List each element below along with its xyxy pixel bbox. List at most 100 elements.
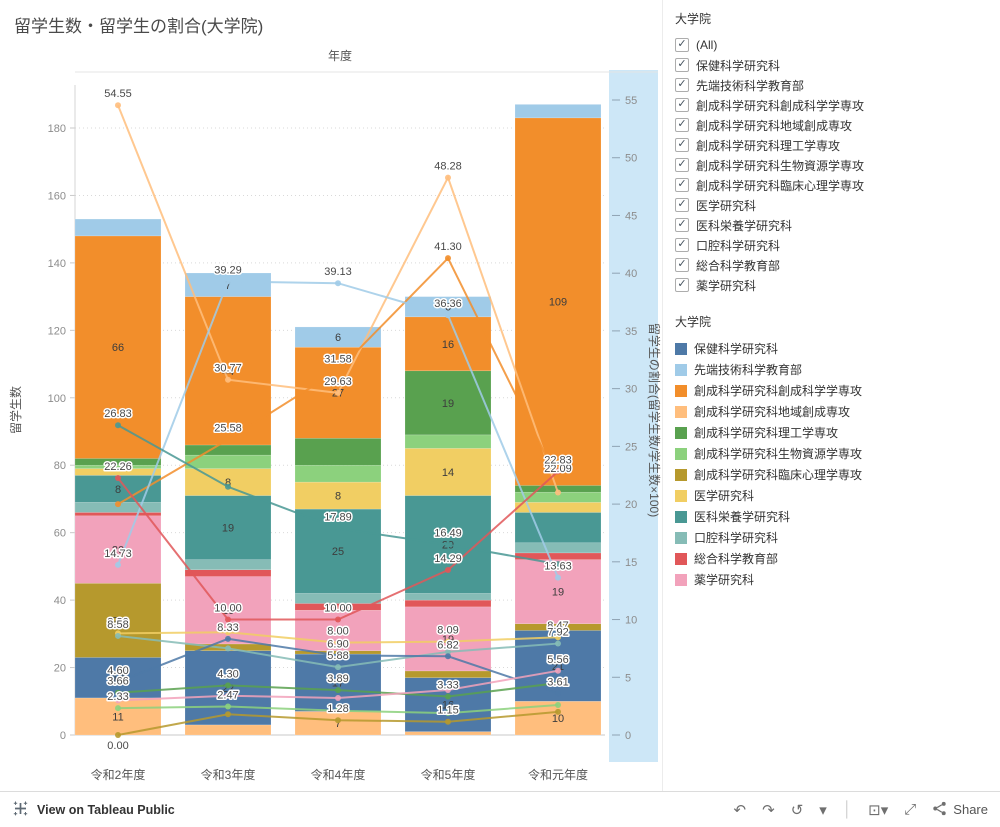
line-marker[interactable] [225,645,231,652]
line-marker[interactable] [445,693,451,700]
line-marker[interactable] [115,705,121,712]
line-marker[interactable] [335,525,341,532]
bar-segment[interactable] [404,448,492,496]
filter-item[interactable]: ✓ 先端技術科学教育部 [675,75,992,95]
line-marker[interactable] [225,483,231,490]
legend-item[interactable]: 創成科学研究科地域創成専攻 [675,401,992,422]
line-marker[interactable] [555,489,561,496]
bar-segment[interactable] [294,464,382,483]
legend-item[interactable]: 創成科学研究科臨床心理学専攻 [675,464,992,485]
legend-item[interactable]: 医科栄養学研究科 [675,506,992,527]
line-marker[interactable] [115,474,121,481]
line-marker[interactable] [115,697,121,704]
bar-segment[interactable] [404,670,492,678]
bar-segment[interactable] [184,468,272,496]
fullscreen-icon[interactable]: ⤢ [904,801,917,818]
line-marker[interactable] [445,541,451,548]
checkbox-checked-icon[interactable]: ✓ [675,258,689,272]
line-marker[interactable] [555,701,561,708]
checkbox-checked-icon[interactable]: ✓ [675,58,689,72]
checkbox-checked-icon[interactable]: ✓ [675,78,689,92]
line-marker[interactable] [445,312,451,319]
filter-item[interactable]: ✓ 創成科学研究科創成科学学専攻 [675,95,992,115]
bar-segment[interactable] [514,542,602,554]
line-marker[interactable] [335,367,341,374]
filter-item[interactable]: ✓ 創成科学研究科生物資源学専攻 [675,155,992,175]
legend-item[interactable]: 医学研究科 [675,485,992,506]
line-marker[interactable] [445,653,451,660]
line-marker[interactable] [445,648,451,655]
line-marker[interactable] [335,707,341,714]
line-marker[interactable] [555,640,561,647]
line-marker[interactable] [555,667,561,674]
bar-segment[interactable] [184,296,272,446]
bar-segment[interactable] [294,508,382,594]
checkbox-checked-icon[interactable]: ✓ [675,118,689,132]
line-marker[interactable] [335,695,341,702]
bar-segment[interactable] [184,724,272,736]
bar-segment[interactable] [294,437,382,466]
filter-item[interactable]: ✓ 医科栄養学研究科 [675,215,992,235]
line-marker[interactable] [335,639,341,646]
checkbox-checked-icon[interactable]: ✓ [675,158,689,172]
line-marker[interactable] [225,711,231,718]
bar-segment[interactable] [514,512,602,544]
checkbox-checked-icon[interactable]: ✓ [675,138,689,152]
filter-item[interactable]: ✓ 創成科学研究科理工学専攻 [675,135,992,155]
line-marker[interactable] [335,717,341,724]
line-marker[interactable] [555,708,561,715]
bar-segment[interactable] [74,235,162,459]
checkbox-checked-icon[interactable]: ✓ [675,98,689,112]
line-marker[interactable] [555,690,561,697]
line-marker[interactable] [445,174,451,181]
filter-item[interactable]: ✓ 保健科学研究科 [675,55,992,75]
line-marker[interactable] [225,692,231,699]
bar-segment[interactable] [404,599,492,608]
bar-segment[interactable] [404,434,492,449]
line-marker[interactable] [335,280,341,287]
reset-icon[interactable]: ↺ [790,801,804,819]
more-options-icon[interactable]: ▾ [819,801,827,819]
x-category-label[interactable]: 令和3年度 [201,767,256,782]
filter-item[interactable]: ✓ 薬学研究科 [675,275,992,295]
bar-segment[interactable] [184,444,272,456]
legend-item[interactable]: 保健科学研究科 [675,338,992,359]
line-marker[interactable] [335,389,341,396]
line-marker[interactable] [445,255,451,262]
bar-segment[interactable] [514,559,602,624]
bar-segment[interactable] [74,583,162,658]
line-marker[interactable] [555,468,561,475]
line-marker[interactable] [335,687,341,694]
checkbox-checked-icon[interactable]: ✓ [675,218,689,232]
bar-segment[interactable] [184,559,272,571]
line-marker[interactable] [225,635,231,642]
checkbox-checked-icon[interactable]: ✓ [675,198,689,212]
line-marker[interactable] [115,561,121,568]
legend-item[interactable]: 創成科学研究科生物資源学専攻 [675,443,992,464]
device-preview-icon[interactable]: ⊡▾ [868,801,889,819]
checkbox-checked-icon[interactable]: ✓ [675,38,689,52]
bar-segment[interactable] [184,272,272,297]
line-marker[interactable] [225,703,231,710]
line-marker[interactable] [225,682,231,689]
line-marker[interactable] [115,501,121,508]
line-marker[interactable] [115,632,121,639]
bar-segment[interactable] [294,481,382,510]
line-marker[interactable] [225,629,231,636]
bar-segment[interactable] [404,316,492,372]
filter-item[interactable]: ✓ 創成科学研究科臨床心理学専攻 [675,175,992,195]
line-marker[interactable] [445,638,451,645]
line-marker[interactable] [555,574,561,581]
line-marker[interactable] [445,718,451,725]
redo-icon[interactable]: ↷ [762,801,775,819]
line-marker[interactable] [115,689,121,696]
view-on-tableau-link[interactable]: View on Tableau Public [12,800,175,820]
filter-item[interactable]: ✓ 創成科学研究科地域創成専攻 [675,115,992,135]
line-marker[interactable] [225,436,231,443]
filter-item[interactable]: ✓ 総合科学教育部 [675,255,992,275]
line-marker[interactable] [115,732,121,738]
checkbox-checked-icon[interactable]: ✓ [675,238,689,252]
line-marker[interactable] [115,102,121,109]
line-marker[interactable] [555,476,561,483]
checkbox-checked-icon[interactable]: ✓ [675,278,689,292]
